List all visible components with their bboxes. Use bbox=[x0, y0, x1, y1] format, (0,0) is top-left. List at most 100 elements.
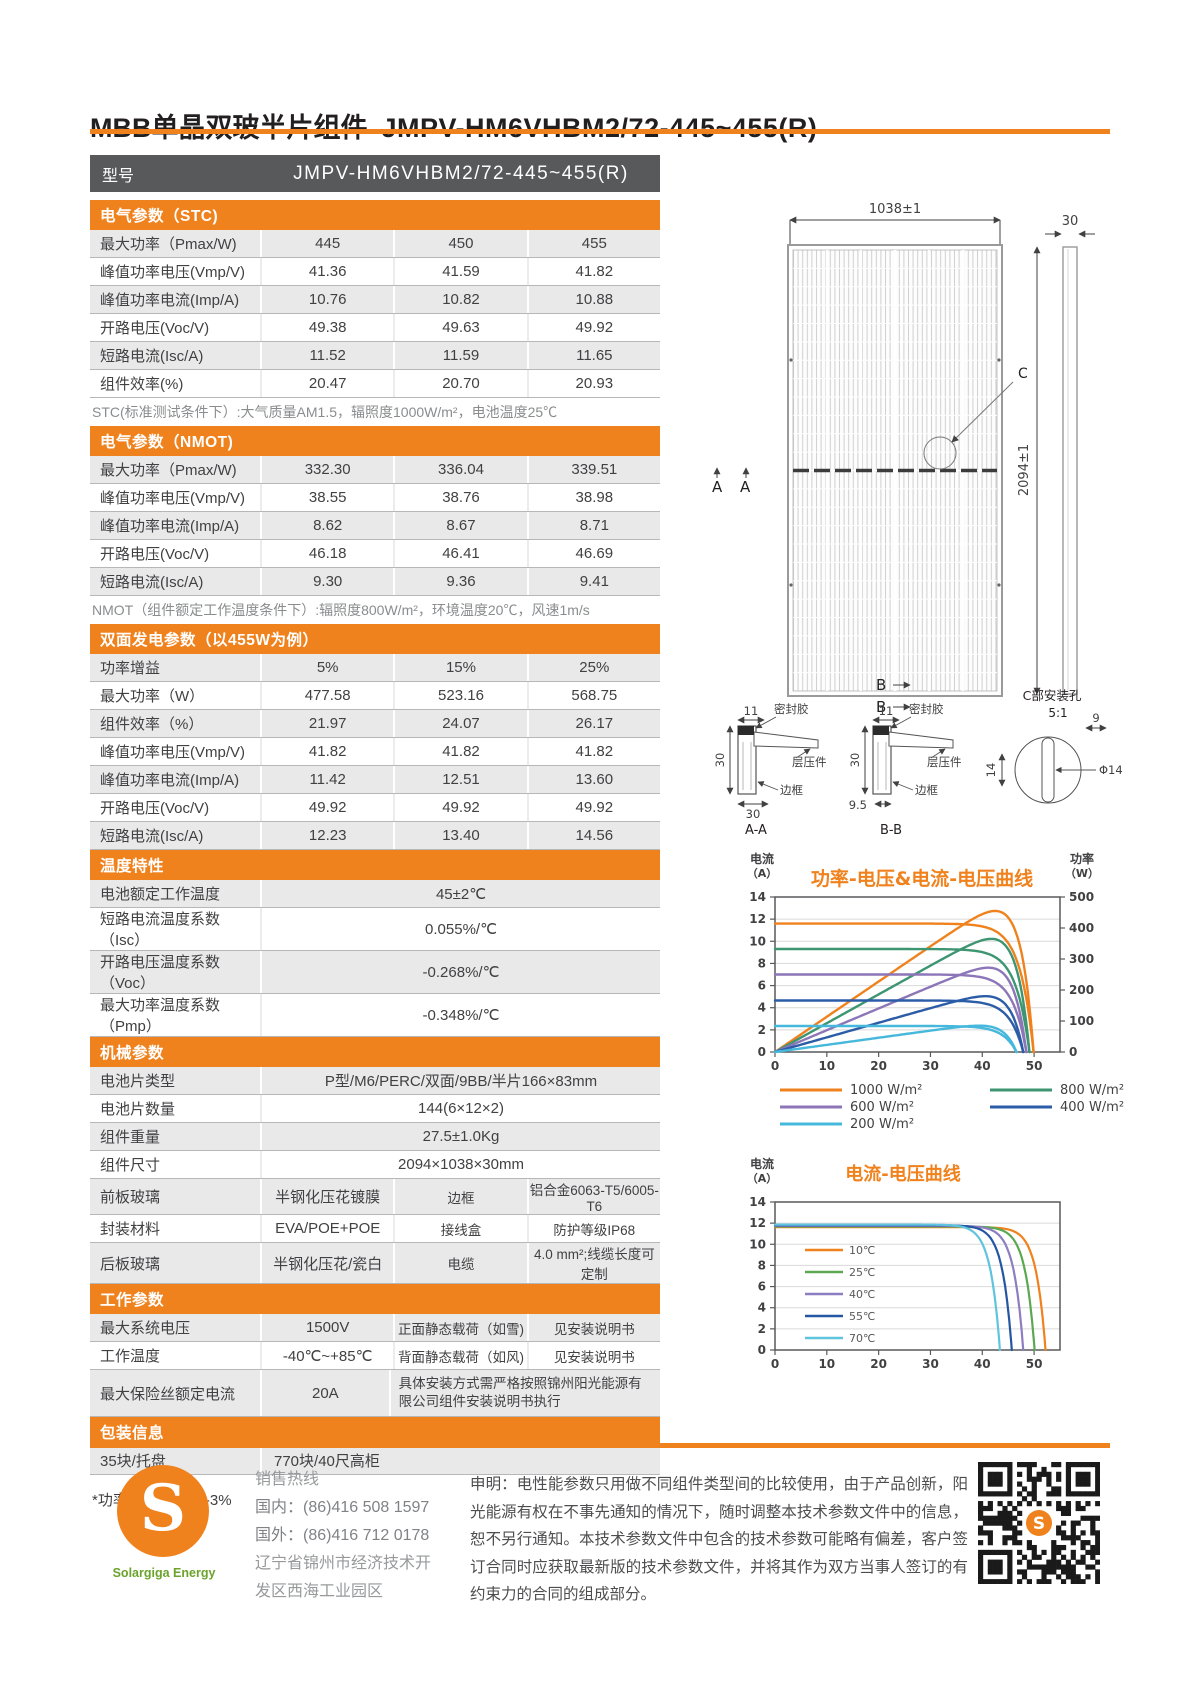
qr-module bbox=[1065, 1505, 1072, 1512]
qr-module bbox=[1056, 1549, 1062, 1556]
qr-module bbox=[1056, 1491, 1062, 1497]
qr-module bbox=[1090, 1549, 1096, 1556]
qr-module bbox=[1026, 1559, 1032, 1565]
table-row: 电池片数量 144(6×12×2) bbox=[90, 1095, 660, 1123]
qr-module bbox=[1095, 1569, 1100, 1575]
qr-module bbox=[1031, 1462, 1037, 1468]
hole-dim-d: Φ14 bbox=[1099, 763, 1123, 777]
pv-curve bbox=[773, 995, 1025, 1054]
qr-module bbox=[992, 1471, 998, 1477]
table-row: 最大功率（Pmax/W) 445 450 455 bbox=[90, 230, 660, 258]
x-tick-label: 50 bbox=[1026, 1357, 1043, 1371]
qr-module bbox=[992, 1462, 998, 1468]
qr-module bbox=[1060, 1535, 1067, 1541]
row-value: EVA/POE+POE bbox=[260, 1215, 393, 1242]
qr-module bbox=[992, 1491, 998, 1497]
qr-module bbox=[982, 1491, 989, 1497]
qr-module bbox=[997, 1549, 1003, 1556]
row-value: 46.18 bbox=[260, 540, 393, 567]
qr-module bbox=[1060, 1520, 1067, 1526]
qr-module bbox=[1002, 1510, 1008, 1516]
qr-module bbox=[1007, 1520, 1013, 1526]
row-value: -0.348%/℃ bbox=[260, 994, 660, 1036]
row-label: 开路电压温度系数（Voc） bbox=[100, 954, 221, 992]
qr-module bbox=[1075, 1462, 1081, 1468]
qr-module bbox=[997, 1559, 1003, 1565]
qr-module bbox=[1031, 1549, 1037, 1556]
y-tick-label: 0 bbox=[758, 1045, 766, 1059]
row-label: 电池额定工作温度 bbox=[100, 886, 221, 903]
width-dimension bbox=[789, 216, 1001, 244]
qr-module bbox=[997, 1520, 1003, 1526]
row-value: 49.92 bbox=[526, 794, 660, 821]
qr-module bbox=[1017, 1579, 1023, 1584]
qr-module bbox=[1002, 1549, 1008, 1556]
y-tick-label: 4 bbox=[758, 1301, 766, 1315]
qr-module bbox=[1056, 1525, 1062, 1531]
contact-block: 销售热线 国内：(86)416 508 1597 国外：(86)416 712 … bbox=[255, 1466, 431, 1606]
qr-module bbox=[1065, 1481, 1072, 1487]
qr-module bbox=[1007, 1549, 1013, 1556]
qr-module bbox=[1046, 1491, 1052, 1497]
table-row: 组件效率（%） 21.97 24.07 26.17 bbox=[90, 710, 660, 738]
qr-module bbox=[997, 1569, 1003, 1575]
row-value: 568.75 bbox=[526, 682, 660, 709]
row-value: 14.56 bbox=[526, 822, 660, 849]
qr-module bbox=[1007, 1525, 1013, 1531]
section-mark-a2: A bbox=[740, 478, 751, 496]
qr-module bbox=[982, 1505, 989, 1512]
table-row: 峰值功率电压(Vmp/V) 41.36 41.59 41.82 bbox=[90, 258, 660, 286]
qr-module bbox=[1031, 1481, 1037, 1487]
row-value: P型/M6/PERC/双面/9BB/半片166×83mm bbox=[260, 1067, 660, 1094]
section-mark-a1: A bbox=[712, 478, 723, 496]
row-value: 8.71 bbox=[526, 512, 660, 539]
qr-module bbox=[1056, 1574, 1062, 1580]
left-axis-label: 电流 bbox=[750, 851, 774, 866]
qr-module bbox=[1075, 1471, 1081, 1477]
c-leader bbox=[951, 381, 1014, 443]
row-value: 45±2℃ bbox=[260, 880, 660, 907]
qr-module bbox=[1017, 1569, 1023, 1575]
row-label: 短路电流(Isc/A) bbox=[100, 348, 204, 365]
qr-module bbox=[1095, 1574, 1100, 1580]
qr-module bbox=[1012, 1505, 1018, 1512]
qr-module bbox=[978, 1466, 984, 1473]
row-label: 最大功率（Pmax/W) bbox=[100, 462, 237, 479]
qr-module bbox=[978, 1491, 984, 1497]
qr-module bbox=[992, 1520, 998, 1526]
qr-module bbox=[1007, 1476, 1013, 1482]
qr-module bbox=[1090, 1462, 1096, 1468]
qr-module bbox=[1026, 1466, 1032, 1473]
y-tick-label: 0 bbox=[758, 1343, 766, 1357]
row-value: 21.97 bbox=[260, 710, 393, 737]
row-value: 9.41 bbox=[526, 568, 660, 595]
qr-module bbox=[1095, 1476, 1100, 1482]
row-value: 49.63 bbox=[393, 314, 526, 341]
qr-module bbox=[978, 1486, 984, 1492]
qr-module bbox=[1051, 1569, 1057, 1575]
qr-module bbox=[1007, 1579, 1013, 1584]
qr-module bbox=[1007, 1515, 1013, 1521]
row-label: 最大保险丝额定电流 bbox=[100, 1385, 236, 1403]
qr-module bbox=[987, 1476, 993, 1482]
qr-module bbox=[978, 1540, 984, 1546]
section-header: 温度特性 bbox=[90, 850, 660, 880]
qr-module bbox=[978, 1525, 984, 1531]
legend-label: 600 W/m² bbox=[850, 1100, 914, 1115]
qr-module bbox=[1080, 1540, 1086, 1546]
qr-module bbox=[982, 1530, 989, 1536]
qr-module bbox=[1041, 1564, 1047, 1570]
qr-module bbox=[987, 1505, 993, 1512]
section-header: 机械参数 bbox=[90, 1037, 660, 1067]
model-number-title: JMPV-HM6VHBM2/72-445~455(R) bbox=[382, 113, 818, 143]
qr-module bbox=[1007, 1554, 1013, 1560]
y-right-tick-label: 300 bbox=[1069, 952, 1094, 966]
qr-module bbox=[978, 1501, 984, 1507]
y-right-tick-label: 400 bbox=[1069, 921, 1094, 935]
panel-front-view bbox=[787, 244, 1003, 697]
row-value: 332.30 bbox=[260, 456, 393, 483]
qr-module bbox=[992, 1476, 998, 1482]
qr-module bbox=[1090, 1491, 1096, 1497]
qr-module bbox=[1002, 1462, 1008, 1468]
